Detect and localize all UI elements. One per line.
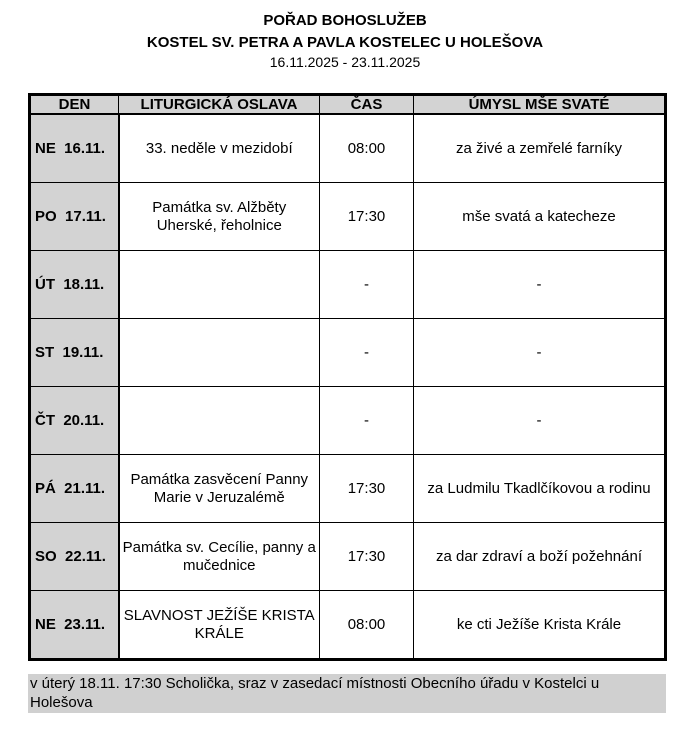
celebration-cell: Památka sv. Cecílie, panny a mučednice [118, 522, 320, 591]
time-cell: 17:30 [319, 522, 414, 591]
time-cell: 08:00 [319, 590, 414, 660]
day-cell: ST 19.11. [29, 318, 120, 387]
day-cell: NE 23.11. [29, 590, 120, 660]
celebration-cell: Památka zasvěcení Panny Marie v Jeruzalé… [118, 454, 320, 523]
celebration-cell: Památka sv. Alžběty Uherské, řeholnice [118, 182, 320, 251]
day-cell: ČT 20.11. [29, 386, 120, 455]
table-row: NE 16.11. 33. neděle v mezidobí 08:00 za ži… [29, 113, 666, 183]
celebration-cell: SLAVNOST JEŽÍŠE KRISTA KRÁLE [118, 590, 320, 660]
column-header: LITURGICKÁ OSLAVA [118, 94, 320, 115]
table-row: ST 19.11. - - [29, 318, 666, 387]
time-cell: - [319, 386, 414, 455]
celebration-cell [118, 318, 320, 387]
table-row: PÁ 21.11. Památka zasvěcení Panny Marie v… [29, 454, 666, 523]
column-header: DEN [29, 94, 119, 115]
date-range: 16.11.2025 - 23.11.2025 [269, 54, 421, 70]
time-cell: 17:30 [319, 454, 414, 523]
day-cell: NE 16.11. [29, 113, 120, 183]
table-row: NE 23.11. SLAVNOST JEŽÍŠE KRISTA KRÁLE 08:… [29, 590, 666, 660]
intention-cell: mše svatá a katecheze [413, 182, 666, 251]
table-row: SO 22.11. Památka sv. Cecílie, panny a mu… [29, 522, 666, 591]
intention-cell: ke cti Ježíše Krista Krále [413, 590, 666, 660]
intention-cell: - [413, 318, 666, 387]
celebration-cell [118, 250, 320, 319]
table-row: ČT 20.11. - - [29, 386, 666, 455]
day-cell: PÁ 21.11. [29, 454, 120, 523]
time-cell: 08:00 [319, 113, 414, 183]
day-cell: PO 17.11. [29, 182, 120, 251]
celebration-cell: 33. neděle v mezidobí [118, 113, 320, 183]
time-cell: - [319, 318, 414, 387]
schedule-table: DEN LITURGICKÁ OSLAVA ČAS ÚMYSL MŠE SVAT… [28, 93, 667, 661]
intention-cell: za Ludmilu Tkadlčíkovou a rodinu [413, 454, 666, 523]
table-header: DEN LITURGICKÁ OSLAVA ČAS ÚMYSL MŠE SVAT… [29, 94, 666, 115]
column-header: ČAS [319, 94, 414, 115]
column-header: ÚMYSL MŠE SVATÉ [413, 94, 666, 115]
page-title: POŘAD BOHOSLUŽEB [263, 12, 427, 29]
intention-cell: - [413, 386, 666, 455]
intention-cell: za živé a zemřelé farníky [413, 113, 666, 183]
table-row: PO 17.11. Památka sv. Alžběty Uherské, ře… [29, 182, 666, 251]
announcement-note: v úterý 18.11. 17:30 Scholička, sraz v z… [28, 674, 666, 713]
intention-cell: za dar zdraví a boží požehnání [413, 522, 666, 591]
time-cell: 17:30 [319, 182, 414, 251]
day-cell: ÚT 18.11. [29, 250, 120, 319]
table-row: ÚT 18.11. - - [29, 250, 666, 319]
church-name: KOSTEL SV. PETRA A PAVLA KOSTELEC U HOLE… [146, 34, 544, 51]
celebration-cell [118, 386, 320, 455]
intention-cell: - [413, 250, 666, 319]
time-cell: - [319, 250, 414, 319]
day-cell: SO 22.11. [29, 522, 120, 591]
